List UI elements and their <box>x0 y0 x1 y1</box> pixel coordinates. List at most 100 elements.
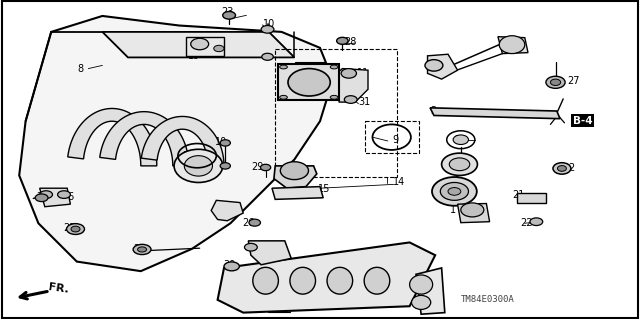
Text: 10: 10 <box>214 137 227 147</box>
Text: 22: 22 <box>520 218 532 228</box>
Ellipse shape <box>499 36 525 54</box>
Bar <box>365 121 419 153</box>
Ellipse shape <box>341 69 356 78</box>
Text: 7: 7 <box>454 135 461 145</box>
Ellipse shape <box>184 156 212 176</box>
Ellipse shape <box>262 53 273 60</box>
Ellipse shape <box>550 79 561 85</box>
Ellipse shape <box>448 188 461 195</box>
Ellipse shape <box>224 262 239 271</box>
Text: B-4: B-4 <box>573 115 592 126</box>
Polygon shape <box>248 241 291 265</box>
Text: 11: 11 <box>356 68 369 78</box>
Text: 28: 28 <box>344 37 357 47</box>
Ellipse shape <box>337 37 348 44</box>
Text: 6: 6 <box>445 189 451 199</box>
Text: 21: 21 <box>512 190 525 200</box>
Text: FR.: FR. <box>48 282 70 295</box>
Ellipse shape <box>330 95 338 99</box>
Polygon shape <box>274 166 317 188</box>
Text: 10: 10 <box>262 19 275 29</box>
Text: 15: 15 <box>317 184 330 194</box>
Text: B-24: B-24 <box>296 63 323 74</box>
Text: 31: 31 <box>358 97 371 107</box>
Text: E-8: E-8 <box>269 300 289 311</box>
Text: 18: 18 <box>179 36 192 47</box>
Polygon shape <box>428 54 458 79</box>
Ellipse shape <box>223 11 236 19</box>
Text: 9: 9 <box>392 135 399 145</box>
Ellipse shape <box>290 267 316 294</box>
Text: 17: 17 <box>216 202 229 212</box>
Polygon shape <box>68 108 157 166</box>
Ellipse shape <box>40 191 52 198</box>
Ellipse shape <box>71 226 80 232</box>
Ellipse shape <box>214 45 224 52</box>
Polygon shape <box>19 16 333 271</box>
Ellipse shape <box>530 218 543 226</box>
Ellipse shape <box>58 191 70 198</box>
Ellipse shape <box>261 26 274 33</box>
Text: 25: 25 <box>63 223 76 233</box>
Ellipse shape <box>557 166 566 171</box>
Text: 12: 12 <box>270 249 283 259</box>
Ellipse shape <box>280 162 308 180</box>
Polygon shape <box>102 32 294 57</box>
Text: 24: 24 <box>426 60 439 70</box>
Ellipse shape <box>412 295 431 309</box>
Ellipse shape <box>440 182 468 200</box>
Ellipse shape <box>280 95 287 99</box>
Polygon shape <box>218 242 435 313</box>
Ellipse shape <box>442 153 477 175</box>
Ellipse shape <box>35 194 48 202</box>
Text: TM84E0300A: TM84E0300A <box>461 295 515 304</box>
Ellipse shape <box>453 135 468 145</box>
Text: 14: 14 <box>393 177 406 187</box>
Bar <box>517 193 546 203</box>
Polygon shape <box>141 116 224 166</box>
Ellipse shape <box>67 224 84 234</box>
Ellipse shape <box>432 177 477 206</box>
Ellipse shape <box>330 65 338 69</box>
Text: 27: 27 <box>567 76 580 86</box>
Polygon shape <box>272 187 323 199</box>
Ellipse shape <box>174 149 223 182</box>
Text: 16: 16 <box>63 192 76 202</box>
Text: 1: 1 <box>450 205 456 215</box>
Text: 29: 29 <box>251 161 264 172</box>
Ellipse shape <box>425 60 443 71</box>
Ellipse shape <box>344 96 357 103</box>
Text: 23: 23 <box>221 7 234 17</box>
Text: 13: 13 <box>293 284 306 294</box>
Bar <box>278 64 339 100</box>
Polygon shape <box>40 188 70 207</box>
Polygon shape <box>211 200 243 221</box>
Text: 3: 3 <box>430 106 436 116</box>
Ellipse shape <box>220 163 230 169</box>
Bar <box>275 49 397 177</box>
Polygon shape <box>430 108 560 119</box>
Ellipse shape <box>249 219 260 226</box>
Polygon shape <box>100 112 189 166</box>
Text: 26: 26 <box>36 192 49 202</box>
Text: 32: 32 <box>182 151 195 161</box>
Ellipse shape <box>191 38 209 50</box>
Ellipse shape <box>138 247 147 252</box>
Ellipse shape <box>461 203 484 217</box>
Ellipse shape <box>553 163 571 174</box>
Polygon shape <box>498 37 528 54</box>
Ellipse shape <box>288 69 330 96</box>
Text: 30: 30 <box>223 260 236 271</box>
Ellipse shape <box>253 267 278 294</box>
Text: 5: 5 <box>451 161 458 171</box>
Text: 2: 2 <box>568 163 575 174</box>
Polygon shape <box>416 268 445 314</box>
Ellipse shape <box>546 76 565 88</box>
Text: 19: 19 <box>188 51 200 61</box>
Ellipse shape <box>260 164 271 171</box>
Bar <box>186 37 224 56</box>
Polygon shape <box>458 204 490 223</box>
Ellipse shape <box>244 243 257 251</box>
Text: 20: 20 <box>133 244 146 255</box>
Ellipse shape <box>410 275 433 294</box>
